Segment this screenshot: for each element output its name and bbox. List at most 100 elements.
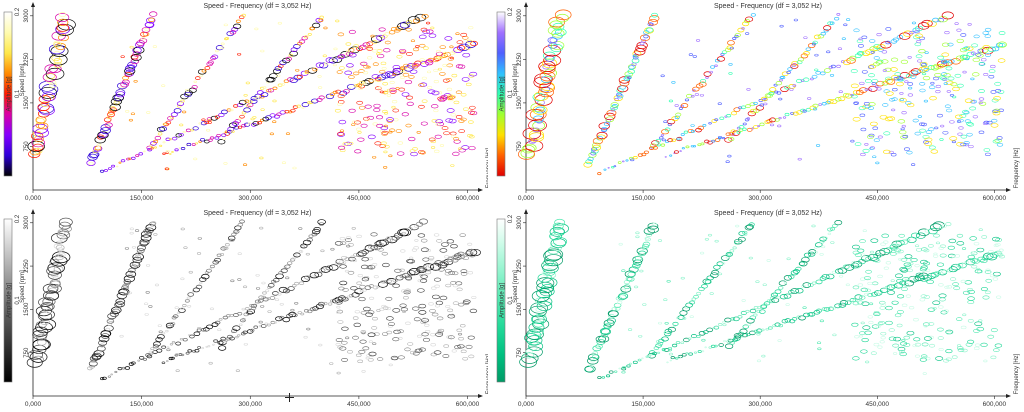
data-point: [347, 350, 353, 354]
y-axis-arrow-icon: [524, 209, 528, 214]
data-point: [460, 93, 467, 97]
data-point: [420, 121, 428, 126]
data-point: [381, 304, 387, 308]
data-point: [904, 264, 912, 269]
data-point: [608, 370, 614, 374]
data-point: [892, 352, 898, 355]
data-point: [676, 356, 681, 359]
data-point: [956, 38, 964, 44]
data-point: [853, 28, 860, 33]
data-point: [446, 239, 455, 244]
data-point: [249, 328, 255, 332]
data-point: [58, 12, 67, 18]
data-point: [55, 24, 71, 34]
data-point: [250, 96, 258, 101]
data-point: [846, 57, 856, 64]
data-point: [907, 93, 914, 97]
data-point: [949, 93, 955, 97]
data-point: [951, 255, 956, 258]
data-point: [204, 66, 211, 70]
data-point: [180, 307, 185, 311]
data-point: [453, 254, 462, 261]
data-point: [994, 138, 1002, 143]
data-point: [997, 41, 1007, 48]
data-point: [814, 68, 819, 72]
data-point: [956, 120, 962, 123]
data-point: [734, 34, 739, 38]
data-point: [130, 112, 136, 116]
data-point: [858, 106, 866, 111]
data-point: [544, 254, 563, 267]
data-point: [337, 320, 344, 324]
data-point: [380, 280, 387, 284]
data-point: [327, 302, 333, 306]
data-point: [896, 294, 905, 299]
data-point: [690, 124, 695, 127]
x-tick-label: 450,000: [866, 195, 890, 202]
data-point: [339, 148, 346, 152]
data-point: [894, 273, 903, 278]
data-point: [417, 279, 423, 283]
data-point: [207, 60, 214, 65]
data-point: [130, 264, 138, 270]
x-tick-label: 600,000: [456, 401, 480, 408]
data-point: [885, 76, 892, 81]
data-point: [182, 304, 187, 308]
data-point: [468, 354, 475, 359]
data-point: [91, 354, 102, 361]
data-point: [752, 125, 759, 129]
data-point: [661, 336, 669, 342]
data-point: [907, 82, 914, 86]
data-point: [943, 309, 950, 313]
data-point: [719, 116, 725, 120]
data-point: [338, 54, 346, 59]
data-point: [282, 317, 291, 323]
data-point: [919, 81, 926, 86]
data-point: [257, 298, 264, 303]
data-point: [300, 312, 305, 316]
data-point: [711, 139, 716, 143]
data-point: [621, 370, 626, 374]
data-point: [550, 238, 567, 249]
data-point: [451, 349, 457, 353]
data-point: [838, 96, 846, 102]
data-point: [823, 307, 831, 312]
data-point: [600, 333, 608, 338]
data-point: [932, 221, 945, 230]
data-point: [797, 157, 802, 161]
data-point: [319, 15, 324, 19]
data-point: [611, 307, 618, 311]
data-point: [873, 44, 881, 49]
data-point: [529, 137, 538, 143]
data-point: [542, 58, 558, 69]
data-point: [678, 107, 683, 110]
data-point: [555, 13, 569, 23]
data-point: [960, 54, 968, 59]
data-point: [241, 123, 247, 128]
data-point: [730, 317, 736, 321]
data-point: [386, 88, 391, 92]
data-point: [889, 98, 896, 102]
data-point: [89, 364, 95, 369]
data-point: [783, 281, 788, 285]
data-point: [984, 27, 992, 32]
data-point: [348, 67, 354, 71]
data-point: [618, 292, 629, 300]
data-point: [859, 81, 865, 86]
data-point: [984, 34, 991, 39]
data-point: [467, 110, 475, 115]
data-point: [119, 334, 124, 338]
data-point: [899, 92, 904, 95]
data-point: [891, 284, 898, 289]
data-point: [710, 344, 716, 348]
data-point: [676, 137, 681, 141]
data-point: [99, 169, 105, 173]
plot-area: [33, 217, 482, 396]
data-point: [860, 287, 868, 292]
data-point: [132, 261, 140, 267]
data-point: [992, 277, 999, 281]
data-point: [900, 257, 908, 262]
data-point: [339, 129, 345, 133]
data-point: [786, 70, 791, 74]
data-point: [727, 40, 735, 46]
